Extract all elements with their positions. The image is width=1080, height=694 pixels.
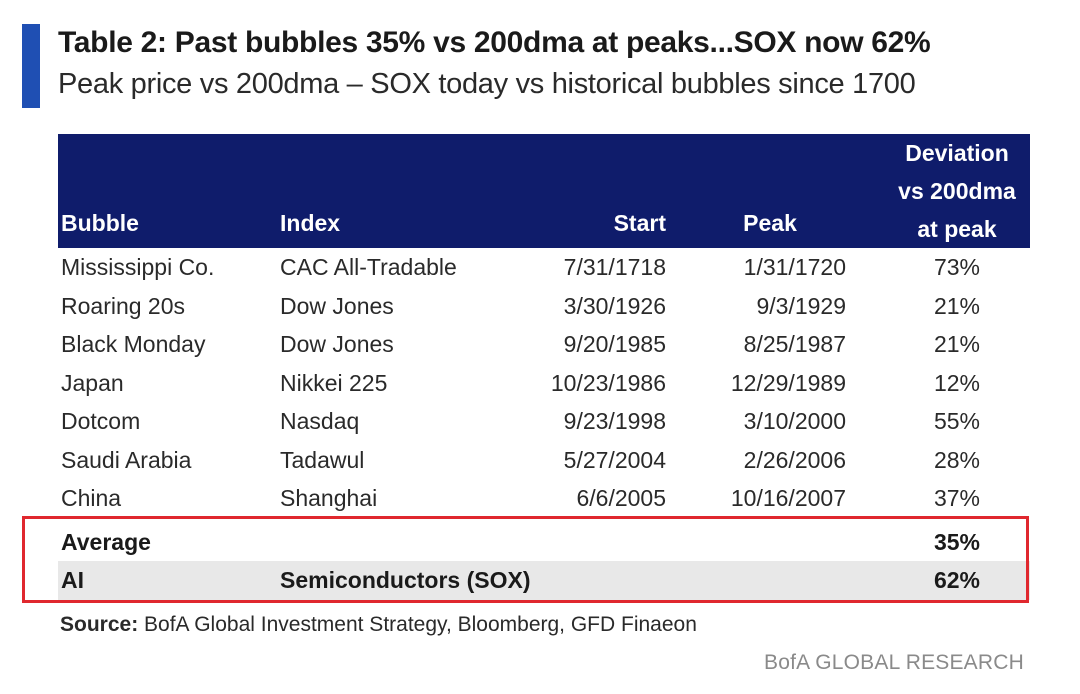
table-row: Roaring 20s Dow Jones 3/30/1926 9/3/1929 21% [58,287,1030,326]
header-deviation-line1: Deviation [905,140,1009,166]
cell-peak: 1/31/1720 [743,254,846,280]
ai-row: AI Semiconductors (SOX) 62% [58,561,1030,600]
cell-start: 6/6/2005 [576,485,666,511]
table-body: Mississippi Co. CAC All-Tradable 7/31/1718… [58,248,1030,600]
header-bubble: Bubble [61,210,139,236]
cell-deviation: 37% [933,485,981,511]
table-row: Saudi Arabia Tadawul 5/27/2004 2/26/2006 28% [58,441,1030,480]
cell-start: 3/30/1926 [563,292,666,319]
cell-deviation: 55% [933,408,981,434]
source-note: Source: BofA Global Investment Strategy,… [60,613,697,637]
highlight-box [22,516,1029,603]
cell-index: Shanghai [280,485,378,511]
cell-bubble: Average [61,528,151,555]
header-deviation-line3: at peak [917,216,997,242]
cell-bubble: Roaring 20s [61,292,186,319]
cell-peak: 2/26/2006 [743,446,846,473]
cell-deviation: 21% [933,331,981,357]
cell-start: 9/20/1985 [563,331,666,357]
table-row: Black Monday Dow Jones 9/20/1985 8/25/1987 2… [58,325,1030,364]
cell-peak: 3/10/2000 [743,408,846,434]
cell-deviation: 62% [933,567,981,593]
header-peak: Peak [743,210,797,236]
table-row: China Shanghai 6/6/2005 10/16/2007 37% [58,479,1030,518]
cell-peak: 12/29/1989 [730,369,846,396]
table-title: Table 2: Past bubbles 35% vs 200dma at p… [58,26,931,59]
cell-start: 9/23/1998 [563,408,666,434]
cell-index: Semiconductors (SOX) [280,567,531,593]
cell-deviation: 12% [933,369,981,396]
cell-start: 7/31/1718 [563,254,666,280]
cell-index: Dow Jones [280,331,394,357]
table-row: Japan Nikkei 225 10/23/1986 12/29/1989 12% [58,364,1030,403]
header-deviation: Deviation vs 200dma at peak [884,134,1030,248]
cell-bubble: Mississippi Co. [61,254,215,280]
header-deviation-line2: vs 200dma [898,178,1016,204]
cell-bubble: Black Monday [61,331,206,357]
brand-label: BofA GLOBAL RESEARCH [764,651,1024,674]
header-index: Index [280,210,341,236]
average-row: Average 35% [58,523,1030,562]
cell-start: 10/23/1986 [550,369,666,396]
cell-start: 5/27/2004 [563,446,666,473]
cell-deviation: 73% [933,254,981,280]
cell-bubble: Saudi Arabia [61,446,192,473]
cell-peak: 10/16/2007 [730,485,846,511]
cell-index: CAC All-Tradable [280,254,457,280]
cell-deviation: 28% [933,446,981,473]
cell-bubble: China [61,485,122,511]
cell-index: Nikkei 225 [280,369,388,396]
cell-bubble: AI [61,567,84,593]
cell-deviation: 35% [933,528,981,555]
source-text: BofA Global Investment Strategy, Bloombe… [138,613,697,636]
cell-index: Tadawul [280,446,365,473]
source-label: Source: [60,613,139,636]
cell-bubble: Japan [61,369,124,396]
bubbles-table: Bubble Index Start Peak Deviation vs 200… [58,134,1030,600]
table-row: Mississippi Co. CAC All-Tradable 7/31/1718… [58,248,1030,287]
cell-peak: 9/3/1929 [756,292,846,319]
accent-bar [22,24,40,108]
cell-index: Nasdaq [280,408,360,434]
table-header: Bubble Index Start Peak Deviation vs 200… [58,134,1030,248]
cell-peak: 8/25/1987 [743,331,846,357]
table-subtitle: Peak price vs 200dma – SOX today vs hist… [58,68,916,100]
table-row: Dotcom Nasdaq 9/23/1998 3/10/2000 55% [58,402,1030,441]
header-start: Start [613,210,666,236]
cell-bubble: Dotcom [61,408,141,434]
cell-index: Dow Jones [280,292,394,319]
cell-deviation: 21% [933,292,981,319]
